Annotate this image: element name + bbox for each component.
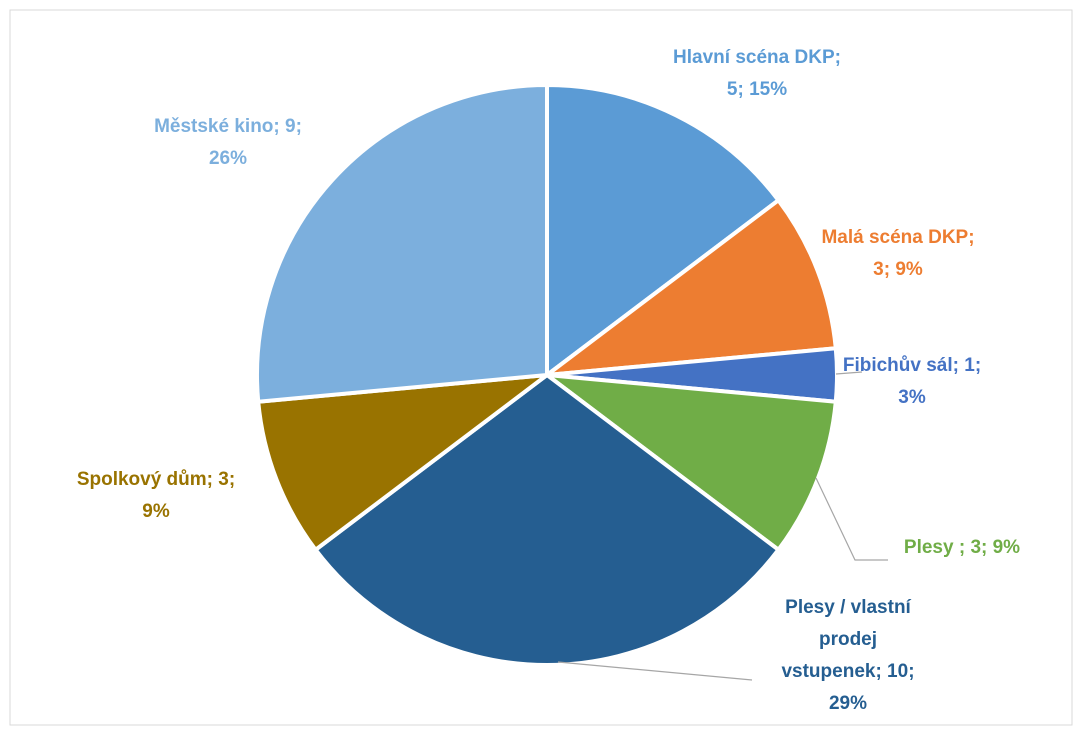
data-label-line: 5; 15%: [727, 79, 787, 100]
data-label-line: prodej: [819, 629, 877, 650]
pie-slice: [312, 372, 782, 667]
data-label-line: vstupenek; 10;: [781, 661, 914, 682]
data-label-line: Spolkový dům; 3;: [77, 469, 235, 490]
pie-slice: [255, 82, 549, 404]
data-label-line: 3%: [898, 387, 926, 408]
data-label: Fibichův sál; 1; 3%: [843, 355, 981, 408]
data-label-line: 3; 9%: [873, 259, 923, 280]
leader-line: [815, 477, 888, 561]
data-label-line: Městské kino; 9;: [154, 116, 302, 137]
data-label-line: Malá scéna DKP;: [821, 227, 974, 248]
pie-slice: [540, 197, 838, 378]
data-label-line: 29%: [829, 693, 867, 714]
data-label-line: Hlavní scéna DKP;: [673, 47, 841, 68]
pie-slice: [545, 82, 782, 380]
data-label: Hlavní scéna DKP; 5; 15%: [673, 47, 841, 100]
pie-slice: [256, 372, 554, 553]
data-label: Plesy / vlastní prodej vstupenek; 10; 29%: [781, 597, 914, 714]
leader-line: [835, 371, 863, 375]
data-label: Malá scéna DKP; 3; 9%: [821, 227, 974, 280]
data-label: Městské kino; 9; 26%: [154, 116, 302, 169]
data-label-line: Plesy ; 3; 9%: [904, 537, 1020, 558]
data-label-line: 26%: [209, 148, 247, 169]
data-label: Plesy ; 3; 9%: [904, 537, 1020, 558]
data-label-line: 9%: [142, 501, 170, 522]
data-label-line: Plesy / vlastní: [785, 597, 911, 618]
data-label-line: Fibichův sál; 1;: [843, 355, 981, 376]
data-label: Spolkový dům; 3; 9%: [77, 469, 235, 522]
leader-line: [557, 661, 753, 681]
